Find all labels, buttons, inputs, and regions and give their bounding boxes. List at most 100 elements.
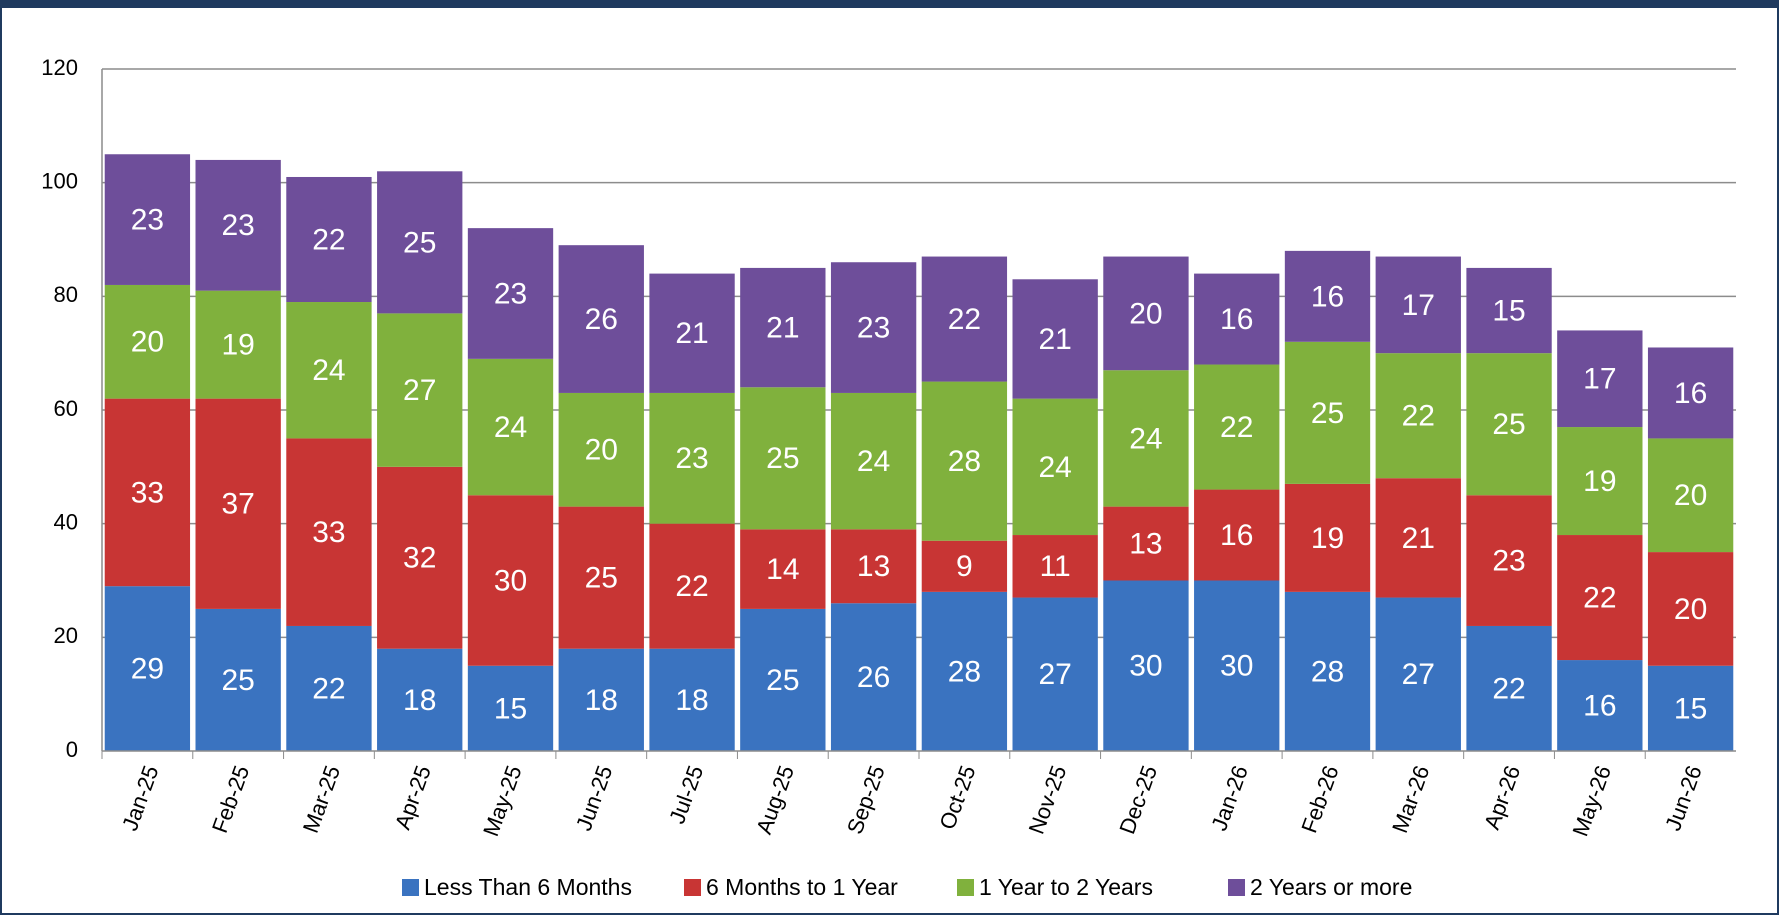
data-label: 37 — [221, 488, 254, 521]
bar-segment — [286, 438, 372, 626]
data-label: 24 — [494, 411, 527, 444]
legend-swatch — [1228, 879, 1245, 896]
data-label: 16 — [1220, 303, 1253, 336]
bar-segment — [104, 154, 191, 285]
data-label: 16 — [1220, 519, 1253, 552]
data-label: 28 — [1311, 655, 1344, 688]
legend-swatch — [684, 879, 701, 896]
bar-segment — [1012, 279, 1098, 399]
x-tick-label: May-25 — [478, 762, 527, 839]
bar-segment — [558, 648, 644, 751]
header-bar — [0, 0, 1779, 7]
data-label: 22 — [312, 223, 345, 256]
bar-segment — [1557, 427, 1643, 536]
data-label: 25 — [403, 226, 436, 259]
data-label: 15 — [494, 692, 527, 725]
bar-segment — [1194, 489, 1280, 581]
data-label: 30 — [1220, 650, 1253, 683]
bar-segment — [377, 313, 463, 467]
bar-segment — [467, 228, 554, 359]
y-tick-label: 120 — [41, 55, 78, 80]
bar-segment — [467, 495, 554, 666]
bar-segment — [1103, 506, 1189, 581]
data-label: 23 — [857, 312, 890, 345]
data-label: 23 — [1492, 545, 1525, 578]
data-label: 27 — [1402, 658, 1435, 691]
data-label: 20 — [1674, 593, 1707, 626]
x-tick-label: Jul-25 — [664, 762, 708, 827]
bar-segment — [377, 171, 463, 314]
x-tick-label: Apr-25 — [390, 762, 436, 833]
data-label: 15 — [1674, 692, 1707, 725]
data-label: 27 — [403, 374, 436, 407]
x-tick-label: Jun-25 — [571, 762, 618, 834]
x-tick-label: May-26 — [1567, 762, 1616, 839]
data-label: 30 — [1129, 650, 1162, 683]
data-label: 22 — [1402, 400, 1435, 433]
bar-segment — [1466, 625, 1552, 751]
x-tick-label: Nov-25 — [1024, 762, 1072, 837]
bar-segment — [1103, 580, 1189, 751]
bar-segment — [830, 603, 917, 751]
x-tick-label: Mar-25 — [298, 762, 345, 836]
legend-swatch — [957, 879, 974, 896]
data-label: 27 — [1038, 658, 1071, 691]
bar-segment — [921, 381, 1008, 541]
data-label: 19 — [1583, 465, 1616, 498]
bar-segment — [1466, 267, 1552, 354]
data-label: 18 — [675, 684, 708, 717]
data-label: 22 — [675, 570, 708, 603]
data-label: 17 — [1583, 363, 1616, 396]
x-tick-label: Mar-26 — [1387, 762, 1434, 836]
data-label: 25 — [1311, 397, 1344, 430]
data-label: 22 — [1220, 411, 1253, 444]
bar-segment — [558, 245, 644, 393]
bar-segment — [830, 392, 917, 530]
x-tick-label: Dec-25 — [1114, 762, 1162, 837]
data-label: 21 — [1402, 522, 1435, 555]
bar-segment — [1647, 552, 1734, 666]
data-label: 22 — [1583, 581, 1616, 614]
bar-segment — [1012, 597, 1098, 751]
x-tick-label: Feb-26 — [1296, 762, 1343, 836]
data-label: 16 — [1311, 280, 1344, 313]
bar-segment — [467, 358, 554, 496]
bar-segment — [1284, 483, 1371, 592]
bar-segment — [921, 256, 1008, 382]
data-label: 28 — [948, 445, 981, 478]
data-label: 13 — [1129, 527, 1162, 560]
y-tick-label: 80 — [54, 282, 78, 307]
bar-segment — [1557, 535, 1643, 661]
bar-segment — [1284, 341, 1371, 484]
legend-label: 6 Months to 1 Year — [706, 874, 898, 900]
bar-segment — [740, 608, 826, 751]
data-label: 25 — [766, 664, 799, 697]
bar-segment — [286, 625, 372, 751]
data-label: 17 — [1402, 289, 1435, 322]
legend-swatch — [402, 879, 419, 896]
data-label: 33 — [312, 516, 345, 549]
data-label: 19 — [1311, 522, 1344, 555]
data-label: 20 — [131, 326, 164, 359]
data-label: 25 — [221, 664, 254, 697]
bar-segment — [1375, 256, 1461, 354]
data-label: 16 — [1583, 689, 1616, 722]
bar-segment — [830, 262, 917, 393]
bar-segment — [921, 591, 1008, 751]
bar-segment — [1375, 597, 1461, 751]
data-label: 23 — [221, 209, 254, 242]
y-tick-label: 0 — [66, 737, 78, 762]
y-tick-label: 20 — [54, 623, 78, 648]
bar-segment — [558, 392, 644, 507]
bar-segment — [104, 586, 191, 751]
x-tick-label: Feb-25 — [207, 762, 254, 836]
legend-label: Less Than 6 Months — [424, 874, 632, 900]
bar-segment — [1012, 535, 1098, 598]
bar-segment — [1103, 370, 1189, 507]
bar-segment — [921, 540, 1008, 592]
data-label: 14 — [766, 553, 799, 586]
bar-segment — [1466, 353, 1552, 496]
bar-segment — [558, 506, 644, 649]
bar-segment — [1284, 250, 1371, 342]
data-label: 20 — [1674, 479, 1707, 512]
